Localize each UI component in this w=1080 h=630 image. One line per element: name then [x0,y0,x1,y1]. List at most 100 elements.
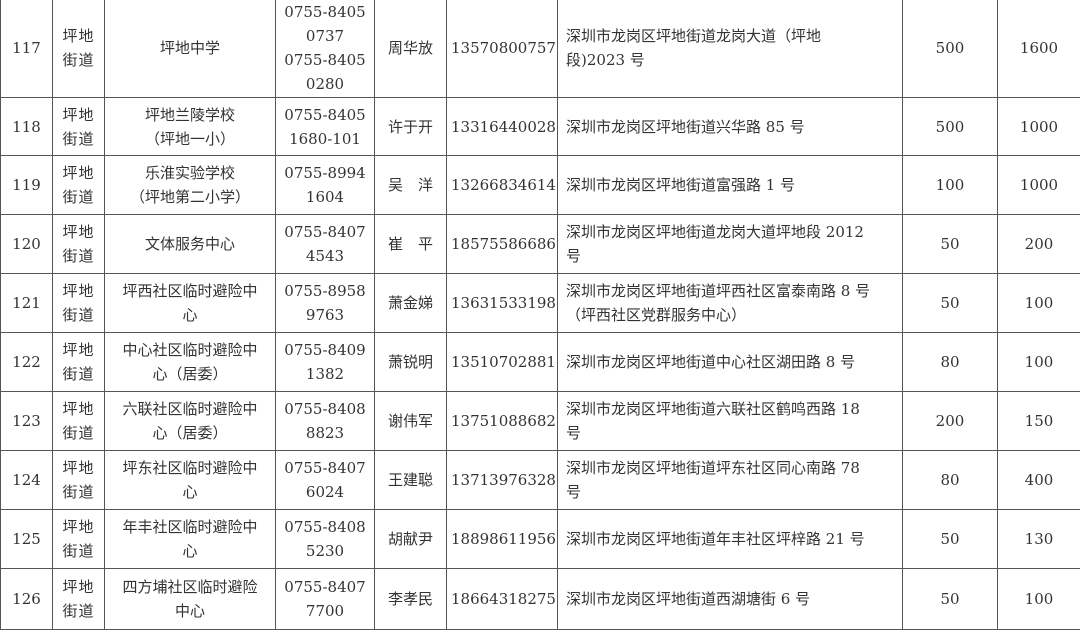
capacity-2: 400 [998,451,1080,510]
shelter-name-line: 乐淮实验学校 [109,161,271,185]
street-cell: 坪地街道 [53,333,105,392]
street-cell-line: 街道 [57,599,100,623]
address-cell: 深圳市龙岗区坪地街道兴华路 85 号 [558,98,903,156]
address-cell-line: 深圳市龙岗区坪地街道六联社区鹤鸣西路 18 [566,397,898,421]
row-number: 120 [1,215,53,274]
phone-cell-line: 1680-101 [280,127,370,151]
row-number: 122 [1,333,53,392]
street-cell-line: 坪地 [57,279,100,303]
street-cell-line: 街道 [57,421,100,445]
street-cell: 坪地街道 [53,98,105,156]
mobile-number: 13510702881 [447,333,558,392]
street-cell: 坪地街道 [53,392,105,451]
phone-cell-line: 8823 [280,421,370,445]
shelter-name-line: 中心 [109,599,271,623]
phone-cell-line: 0280 [280,72,370,96]
shelter-name-line: 心 [109,480,271,504]
capacity-2: 200 [998,215,1080,274]
shelter-name-line: 心（居委） [109,362,271,386]
address-cell-line: 深圳市龙岗区坪地街道龙岗大道坪地段 2012 [566,220,898,244]
contact-person: 周华放 [375,0,447,98]
street-cell: 坪地街道 [53,215,105,274]
capacity-2: 100 [998,569,1080,630]
address-cell-line: 深圳市龙岗区坪地街道富强路 1 号 [566,173,898,197]
street-cell-line: 坪地 [57,575,100,599]
address-cell-line: 深圳市龙岗区坪地街道龙岗大道（坪地 [566,24,898,48]
capacity-1: 50 [903,510,998,569]
street-cell-line: 坪地 [57,220,100,244]
street-cell-line: 街道 [57,362,100,386]
mobile-number: 13316440028 [447,98,558,156]
shelter-name-line: 四方埔社区临时避险 [109,575,271,599]
shelter-name-line: 年丰社区临时避险中 [109,515,271,539]
street-cell-line: 坪地 [57,338,100,362]
address-cell-line: 深圳市龙岗区坪地街道中心社区湖田路 8 号 [566,350,898,374]
phone-cell-line: 0755-8407 [280,220,370,244]
shelter-name: 文体服务中心 [105,215,276,274]
phone-cell-line: 0755-8407 [280,575,370,599]
address-cell-line: 深圳市龙岗区坪地街道西湖塘街 6 号 [566,587,898,611]
capacity-1: 50 [903,569,998,630]
mobile-number: 18575586686 [447,215,558,274]
address-cell-line: 深圳市龙岗区坪地街道兴华路 85 号 [566,115,898,139]
address-cell-line: 深圳市龙岗区坪地街道坪东社区同心南路 78 [566,456,898,480]
shelter-name: 六联社区临时避险中心（居委） [105,392,276,451]
address-cell-line: （坪西社区党群服务中心） [566,303,898,327]
shelter-name-line: 坪西社区临时避险中 [109,279,271,303]
mobile-number: 18664318275 [447,569,558,630]
row-number: 123 [1,392,53,451]
address-cell-line: 深圳市龙岗区坪地街道坪西社区富泰南路 8 号 [566,279,898,303]
shelter-name-line: 文体服务中心 [109,232,271,256]
street-cell: 坪地街道 [53,569,105,630]
capacity-2: 100 [998,274,1080,333]
shelter-name: 乐淮实验学校（坪地第二小学） [105,156,276,215]
contact-person: 崔 平 [375,215,447,274]
phone-cell-line: 0755-8994 [280,161,370,185]
capacity-2: 1000 [998,156,1080,215]
address-cell: 深圳市龙岗区坪地街道龙岗大道（坪地段)2023 号 [558,0,903,98]
street-cell: 坪地街道 [53,0,105,98]
address-cell-line: 号 [566,421,898,445]
shelter-name: 年丰社区临时避险中心 [105,510,276,569]
street-cell: 坪地街道 [53,451,105,510]
mobile-number: 13570800757 [447,0,558,98]
contact-person: 李孝民 [375,569,447,630]
capacity-2: 130 [998,510,1080,569]
shelter-name-line: 中心社区临时避险中 [109,338,271,362]
shelter-name: 坪地中学 [105,0,276,98]
phone-cell-line: 1382 [280,362,370,386]
contact-person: 萧锐明 [375,333,447,392]
street-cell-line: 坪地 [57,161,100,185]
mobile-number: 18898611956 [447,510,558,569]
shelter-name-line: 心（居委） [109,421,271,445]
capacity-2: 1000 [998,98,1080,156]
row-number: 125 [1,510,53,569]
address-cell-line: 深圳市龙岗区坪地街道年丰社区坪梓路 21 号 [566,527,898,551]
phone-cell-line: 6024 [280,480,370,504]
shelter-name: 坪地兰陵学校（坪地一小） [105,98,276,156]
row-number: 124 [1,451,53,510]
phone-cell-line: 0737 [280,24,370,48]
address-cell-line: 号 [566,244,898,268]
shelter-name: 中心社区临时避险中心（居委） [105,333,276,392]
street-cell-line: 坪地 [57,24,100,48]
address-cell-line: 段)2023 号 [566,48,898,72]
row-number: 117 [1,0,53,98]
street-cell-line: 坪地 [57,397,100,421]
capacity-1: 100 [903,156,998,215]
street-cell-line: 坪地 [57,515,100,539]
